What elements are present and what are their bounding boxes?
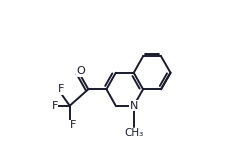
Text: CH₃: CH₃ [124, 128, 143, 138]
Text: F: F [51, 101, 58, 111]
Text: N: N [130, 101, 138, 111]
Text: F: F [70, 120, 76, 130]
Text: F: F [58, 84, 64, 94]
Text: O: O [76, 66, 85, 76]
